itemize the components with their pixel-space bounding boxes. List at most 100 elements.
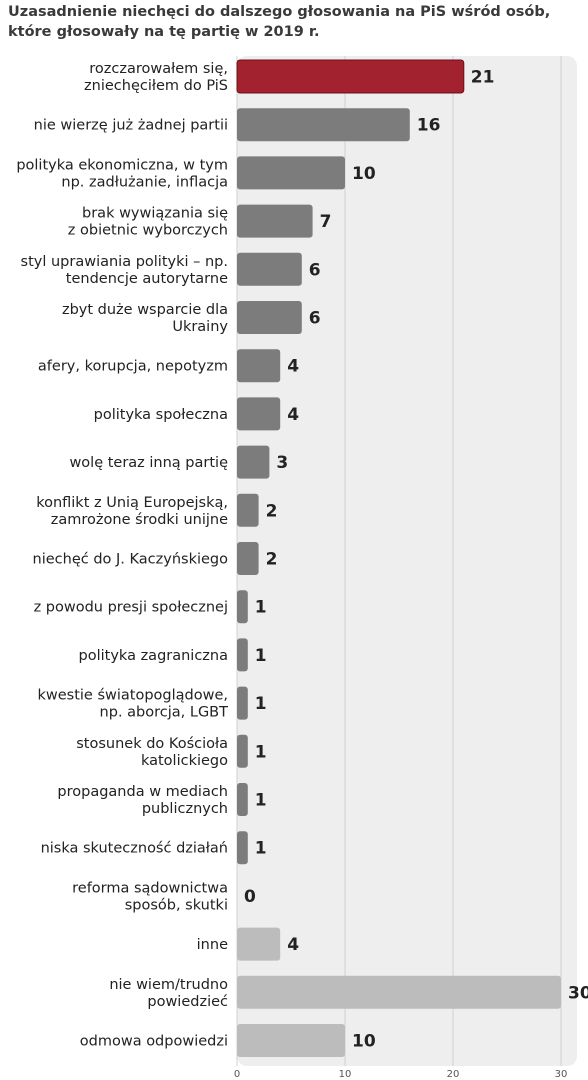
value-label-15: 1 — [255, 742, 267, 762]
category-label-5-line-1: styl uprawiania polityki – np. — [21, 254, 228, 270]
category-label-6-line-1: zbyt duże wsparcie dla — [62, 302, 228, 318]
value-label-17: 1 — [255, 839, 267, 859]
bar-3 — [237, 156, 345, 190]
value-label-12: 1 — [255, 598, 267, 618]
category-label-21: odmowa odpowiedzi — [80, 1034, 228, 1050]
category-label-10-line-2: zamrożone środki unijne — [51, 512, 228, 528]
bar-17 — [237, 831, 248, 865]
category-label-15-line-1: stosunek do Kościoła — [76, 736, 228, 752]
category-label-15: stosunek do Kościoła katolickiego — [76, 736, 228, 769]
category-label-5: styl uprawiania polityki – np. tendencje … — [21, 254, 229, 287]
category-label-3-line-2: np. zadłużanie, inflacja — [61, 174, 228, 190]
value-label-11: 2 — [266, 550, 278, 570]
category-label-13: polityka zagraniczna — [79, 648, 228, 664]
category-label-8: polityka społeczna — [94, 407, 228, 423]
category-label-20-line-2: powiedzieć — [147, 994, 228, 1010]
category-label-12: z powodu presji społecznej — [34, 600, 228, 616]
category-label-16-line-2: publicznych — [142, 801, 228, 817]
value-label-3: 10 — [352, 164, 376, 184]
value-label-8: 4 — [287, 405, 299, 425]
bar-8 — [237, 397, 281, 431]
category-label-4: brak wywiązania się z obietnic wyborczych — [68, 206, 228, 239]
category-label-14: kwestie światopoglądowe, np. aborcja, LGB… — [37, 688, 228, 721]
bar-20 — [237, 975, 561, 1009]
category-label-13-line-1: polityka zagraniczna — [79, 648, 228, 664]
category-label-3: polityka ekonomiczna, w tym np. zadłużani… — [16, 157, 228, 190]
bar-15 — [237, 734, 248, 768]
value-label-6: 6 — [309, 309, 321, 329]
category-label-5-line-2: tendencje autorytarne — [66, 271, 228, 287]
bar-5 — [237, 252, 302, 286]
category-label-10-line-1: konflikt z Unią Europejską, — [36, 495, 228, 511]
category-label-20: nie wiem/trudno powiedzieć — [109, 977, 228, 1010]
chart-title-line-2: które głosowały na tę partię w 2019 r. — [8, 24, 320, 40]
category-label-6: zbyt duże wsparcie dla Ukrainy — [62, 302, 228, 335]
category-label-20-line-1: nie wiem/trudno — [109, 977, 228, 993]
category-label-17-line-1: niska skuteczność działań — [41, 841, 228, 857]
x-tick-label-20: 20 — [447, 1069, 460, 1080]
bar-9 — [237, 445, 270, 479]
category-label-17: niska skuteczność działań — [41, 841, 228, 857]
category-label-16-line-1: propaganda w mediach — [57, 784, 228, 800]
value-label-2: 16 — [417, 116, 441, 136]
x-tick-label-10: 10 — [339, 1069, 352, 1080]
category-label-15-line-2: katolickiego — [141, 753, 228, 769]
value-label-9: 3 — [276, 453, 288, 473]
category-label-8-line-1: polityka społeczna — [94, 407, 228, 423]
value-label-1: 21 — [471, 68, 495, 88]
chart-title-line-1: Uzasadnienie niechęci do dalszego głosow… — [8, 4, 551, 20]
value-label-10: 2 — [266, 501, 278, 521]
category-label-14-line-1: kwestie światopoglądowe, — [37, 688, 228, 704]
category-label-1-line-1: rozczarowałem się, — [89, 61, 228, 77]
category-label-16: propaganda w mediach publicznych — [57, 784, 228, 817]
plot-background — [237, 56, 577, 1066]
bar-19 — [237, 927, 281, 961]
value-label-5: 6 — [309, 260, 321, 280]
category-label-18: reforma sądownictwa sposób, skutki — [72, 880, 228, 913]
bar-6 — [237, 301, 302, 334]
value-label-4: 7 — [320, 212, 332, 232]
chart-title: Uzasadnienie niechęci do dalszego głosow… — [8, 2, 583, 42]
category-label-19: inne — [197, 937, 228, 953]
category-label-14-line-2: np. aborcja, LGBT — [100, 705, 229, 721]
category-label-11: niechęć do J. Kaczyńskiego — [33, 552, 229, 568]
value-label-13: 1 — [255, 646, 267, 666]
category-label-9: wolę teraz inną partię — [69, 455, 228, 471]
category-label-4-line-2: z obietnic wyborczych — [68, 223, 228, 239]
value-label-18: 0 — [244, 887, 256, 907]
category-label-10: konflikt z Unią Europejską, zamrożone śro… — [36, 495, 228, 528]
category-label-7-line-1: afery, korupcja, nepotyzm — [38, 359, 228, 375]
category-label-4-line-1: brak wywiązania się — [82, 206, 228, 222]
bar-4 — [237, 204, 313, 238]
bar-12 — [237, 590, 248, 624]
category-label-18-line-1: reforma sądownictwa — [72, 880, 228, 896]
category-label-7: afery, korupcja, nepotyzm — [38, 359, 228, 375]
bar-14 — [237, 686, 248, 720]
category-label-6-line-2: Ukrainy — [172, 319, 228, 335]
category-label-21-line-1: odmowa odpowiedzi — [80, 1034, 228, 1050]
category-label-2-line-1: nie wierzę już żadnej partii — [34, 118, 228, 134]
x-tick-label-0: 0 — [234, 1069, 240, 1080]
category-label-12-line-1: z powodu presji społecznej — [34, 600, 228, 616]
value-label-7: 4 — [287, 357, 299, 377]
value-label-20: 30 — [568, 983, 588, 1003]
bar-11 — [237, 542, 259, 575]
value-label-14: 1 — [255, 694, 267, 714]
category-label-1-line-2: zniechęciłem do PiS — [84, 78, 228, 94]
bar-7 — [237, 349, 281, 383]
category-label-3-line-1: polityka ekonomiczna, w tym — [16, 157, 228, 173]
value-label-19: 4 — [287, 935, 299, 955]
value-label-21: 10 — [352, 1032, 376, 1052]
bar-16 — [237, 783, 248, 816]
category-label-19-line-1: inne — [197, 937, 228, 953]
category-label-2: nie wierzę już żadnej partii — [34, 118, 228, 134]
bar-10 — [237, 493, 259, 527]
bar-2 — [237, 108, 410, 142]
value-label-16: 1 — [255, 791, 267, 811]
bar-21 — [237, 1024, 345, 1057]
category-label-11-line-1: niechęć do J. Kaczyńskiego — [33, 552, 229, 568]
category-label-18-line-2: sposób, skutki — [125, 897, 228, 913]
bar-13 — [237, 638, 248, 672]
category-label-9-line-1: wolę teraz inną partię — [69, 455, 228, 471]
